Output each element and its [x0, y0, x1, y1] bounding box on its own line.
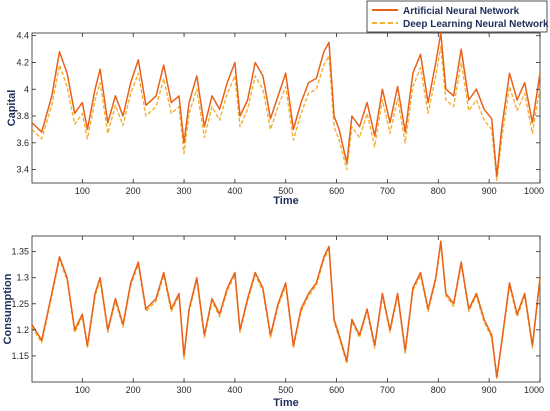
capital-y-tick-label: 4.4 [16, 31, 29, 41]
consumption-x-tick-label: 500 [278, 385, 293, 395]
consumption-x-tick-label: 400 [227, 385, 242, 395]
consumption-x-tick-label: 800 [431, 385, 446, 395]
consumption-chart: 100 200 300 400 500 600 700 800 900 1000 1.151.21… [2, 235, 544, 409]
consumption-y-tick-label: 1.35 [11, 247, 29, 257]
capital-y-tick-label: 3.4 [16, 165, 29, 175]
legend-label-ann: Artificial Neural Network [403, 6, 520, 17]
capital-x-tick-label: 200 [126, 186, 141, 196]
consumption-y-ticks: 1.15 1.2 1.25 1.3 1.35 [11, 247, 540, 361]
consumption-y-axis-label: Consumption [2, 273, 14, 344]
capital-plot-area [31, 32, 541, 184]
capital-x-tick-label: 300 [177, 186, 192, 196]
consumption-x-tick-label: 600 [329, 385, 344, 395]
capital-x-tick-label: 100 [75, 186, 90, 196]
consumption-x-tick-label: 200 [126, 385, 141, 395]
consumption-y-tick-label: 1.25 [11, 299, 29, 309]
capital-y-tick-label: 4 [24, 84, 29, 94]
consumption-x-tick-label: 900 [482, 385, 497, 395]
consumption-series-group [31, 240, 541, 381]
capital-series-ann-line [31, 32, 541, 178]
capital-x-axis-label: Time [273, 195, 298, 207]
consumption-y-tick-label: 1.15 [11, 351, 29, 361]
capital-x-tick-label: 400 [227, 186, 242, 196]
capital-y-tick-label: 3.8 [16, 111, 29, 121]
capital-x-tick-label: 1000 [524, 186, 544, 196]
consumption-x-tick-label: 1000 [524, 385, 544, 395]
consumption-x-ticks: 100 200 300 400 500 600 700 800 900 1000 [75, 236, 544, 395]
capital-x-tick-label: 900 [482, 186, 497, 196]
capital-y-axis-label: Capital [6, 90, 18, 127]
consumption-series-ann-line [31, 240, 541, 378]
legend-box [366, 0, 548, 33]
consumption-plot-area [31, 235, 541, 383]
consumption-x-axis-label: Time [273, 397, 298, 409]
legend: Artificial Neural Network Deep Learning … [366, 0, 549, 33]
capital-chart: 100 200 300 400 500 600 700 800 900 1000 3.43.63.… [6, 31, 544, 207]
capital-y-tick-label: 4.2 [16, 57, 29, 67]
consumption-y-tick-label: 1.3 [16, 273, 29, 283]
capital-x-tick-label: 600 [329, 186, 344, 196]
capital-series-group [31, 32, 541, 181]
consumption-x-tick-label: 300 [177, 385, 192, 395]
legend-label-dlnn: Deep Learning Neural Network [403, 19, 549, 30]
capital-y-tick-label: 3.6 [16, 138, 29, 148]
capital-x-ticks: 100 200 300 400 500 600 700 800 900 1000 [75, 33, 544, 196]
capital-x-tick-label: 700 [380, 186, 395, 196]
consumption-x-tick-label: 700 [380, 385, 395, 395]
capital-x-tick-label: 800 [431, 186, 446, 196]
capital-series-dlnn-line [31, 45, 541, 181]
consumption-x-tick-label: 100 [75, 385, 90, 395]
consumption-y-tick-label: 1.2 [16, 325, 29, 335]
capital-y-ticks: 3.4 3.6 3.8 4 4.2 4.4 [16, 31, 540, 175]
capital-x-tick-label: 500 [278, 186, 293, 196]
